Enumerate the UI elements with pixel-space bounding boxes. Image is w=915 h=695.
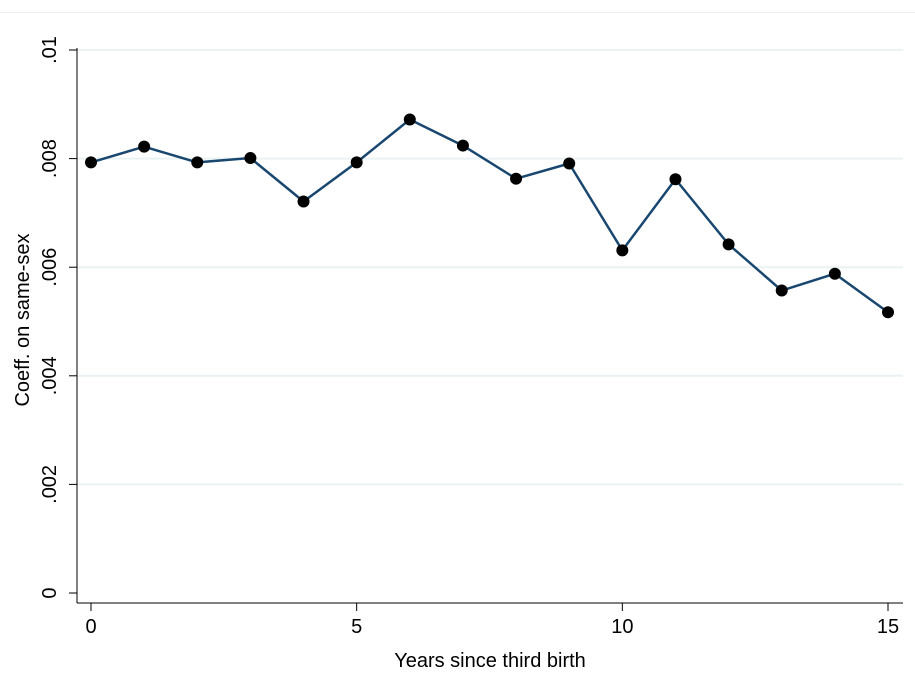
x-tick-label: 0 xyxy=(85,616,96,638)
data-point xyxy=(138,140,151,153)
series-layer xyxy=(85,113,894,319)
y-tick-label: .006 xyxy=(39,248,61,287)
y-axis-label: Coeff. on same-sex xyxy=(12,233,34,406)
data-point xyxy=(297,195,310,208)
data-point xyxy=(350,156,363,169)
data-point xyxy=(828,267,841,280)
x-tick-label: 15 xyxy=(877,616,899,638)
grid-lines xyxy=(77,49,903,486)
y-tick-label: .004 xyxy=(39,356,61,395)
y-tick-label: .008 xyxy=(39,139,61,178)
y-tick-label: 0 xyxy=(39,587,61,598)
x-tick-label: 10 xyxy=(611,616,633,638)
data-point xyxy=(669,173,682,186)
x-axis-label: Years since third birth xyxy=(394,650,586,672)
series-line xyxy=(90,118,889,314)
data-point xyxy=(722,238,735,251)
data-point xyxy=(563,157,576,170)
data-point xyxy=(403,113,416,126)
data-point xyxy=(456,139,469,152)
top-rule xyxy=(0,0,915,13)
data-point xyxy=(775,284,788,297)
data-point xyxy=(244,152,257,165)
data-point xyxy=(85,156,97,169)
axes: 0 .002 .004 .006 .008 .01 0 5 10 15 xyxy=(39,36,903,638)
data-point xyxy=(510,172,523,185)
data-point xyxy=(882,306,894,319)
data-point xyxy=(616,244,629,257)
y-tick-label: .01 xyxy=(39,36,61,64)
x-tick-label: 5 xyxy=(351,616,362,638)
y-tick-label: .002 xyxy=(39,465,61,504)
data-point xyxy=(191,156,204,169)
